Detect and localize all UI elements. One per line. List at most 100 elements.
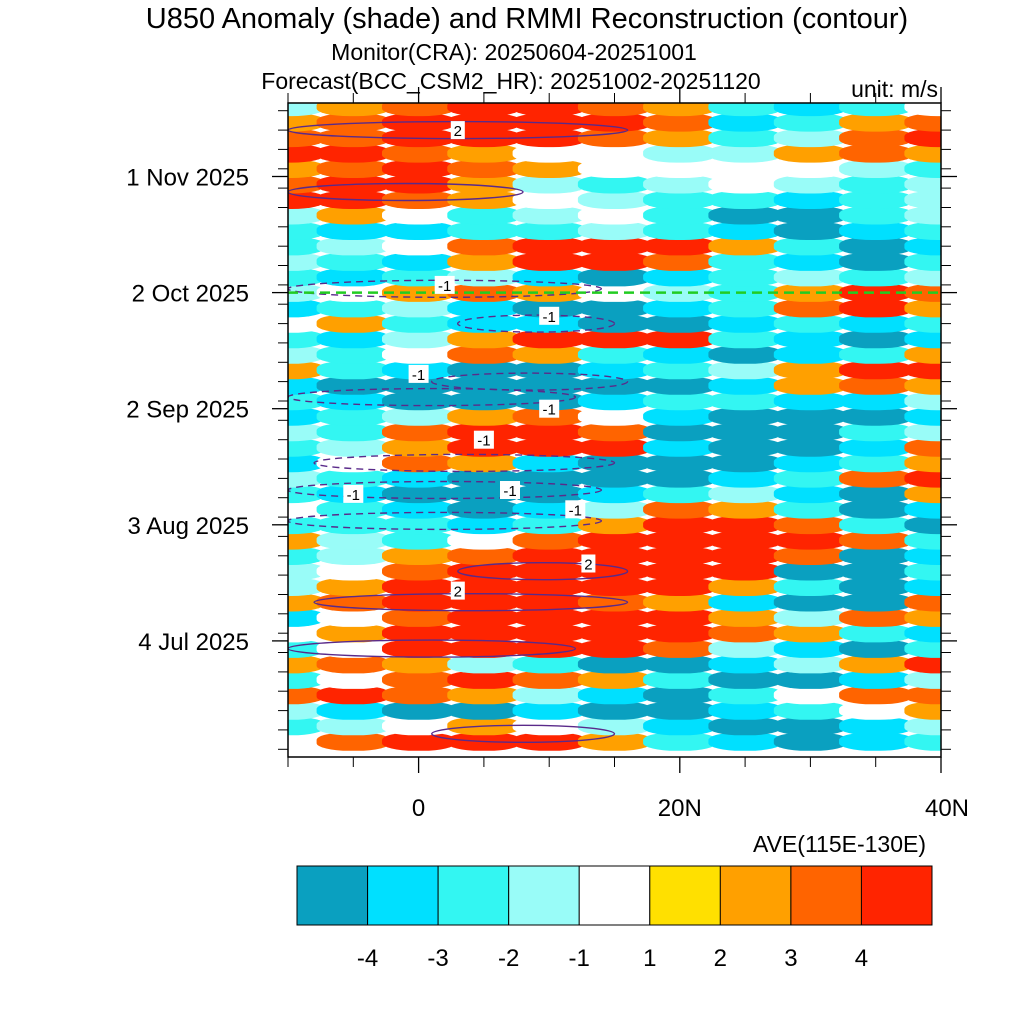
anomaly-cell — [382, 469, 456, 488]
anomaly-cell — [839, 685, 913, 705]
anomaly-cell — [904, 376, 941, 395]
anomaly-cell — [382, 453, 456, 473]
anomaly-cell — [708, 577, 782, 596]
colorbar-swatch — [578, 865, 651, 926]
anomaly-cell — [839, 562, 913, 581]
anomaly-cell — [839, 500, 913, 519]
colorbar-label: 1 — [643, 945, 656, 972]
anomaly-cell — [512, 144, 586, 163]
anomaly-cell — [708, 128, 782, 148]
anomaly-cell — [839, 639, 913, 658]
anomaly-cell — [288, 221, 325, 240]
anomaly-cell — [288, 515, 325, 535]
anomaly-cell — [577, 500, 652, 519]
anomaly-shading — [288, 103, 941, 751]
anomaly-cell — [382, 252, 456, 271]
anomaly-cell — [708, 716, 782, 736]
anomaly-cell — [773, 654, 848, 674]
anomaly-cell — [643, 391, 717, 411]
anomaly-cell — [316, 531, 390, 550]
y-axis: 4 Jul 2025 3 Aug 2025 2 Sep 2025 2 Oct 2025… — [126, 110, 957, 750]
anomaly-cell — [512, 670, 586, 689]
chart-title: U850 Anomaly (shade) and RMMI Reconstruc… — [146, 3, 908, 35]
svg-text:-1: -1 — [477, 433, 490, 450]
rmmi-contour — [288, 480, 603, 500]
anomaly-cell — [839, 144, 913, 163]
anomaly-cell — [643, 298, 717, 318]
anomaly-cell — [839, 701, 913, 720]
y-tick-label: 4 Jul 2025 — [138, 629, 249, 656]
anomaly-cell — [447, 453, 521, 473]
anomaly-cell — [904, 236, 941, 256]
anomaly-cell — [512, 236, 586, 256]
anomaly-cell — [512, 608, 586, 627]
anomaly-cell — [643, 732, 717, 751]
anomaly-cell — [316, 422, 390, 442]
anomaly-cell — [382, 515, 456, 535]
anomaly-cell — [773, 252, 848, 271]
anomaly-cell — [288, 716, 325, 736]
anomaly-cell — [577, 144, 652, 163]
anomaly-cell — [773, 221, 848, 240]
anomaly-cell — [512, 701, 586, 720]
anomaly-cell — [382, 376, 456, 395]
anomaly-cell — [447, 623, 521, 643]
anomaly-cell — [447, 407, 521, 426]
anomaly-cell — [316, 103, 390, 117]
anomaly-cell — [512, 360, 586, 380]
y-tick-label: 2 Oct 2025 — [132, 281, 249, 308]
anomaly-cell — [839, 236, 913, 256]
anomaly-cell — [316, 298, 390, 318]
anomaly-cell — [643, 206, 717, 225]
anomaly-cell — [708, 407, 782, 426]
colorbar-label: 4 — [855, 945, 868, 972]
anomaly-cell — [643, 314, 717, 333]
anomaly-cell — [708, 670, 782, 689]
anomaly-cell — [839, 546, 913, 565]
anomaly-cell — [447, 670, 521, 689]
anomaly-cell — [382, 103, 456, 117]
anomaly-cell — [288, 701, 325, 720]
anomaly-cell — [708, 360, 782, 380]
contour-label: -1 — [473, 430, 494, 450]
anomaly-cell — [512, 577, 586, 596]
anomaly-cell — [773, 701, 848, 720]
anomaly-cell — [839, 252, 913, 271]
anomaly-cell — [773, 391, 848, 411]
anomaly-cell — [904, 252, 941, 271]
anomaly-cell — [643, 252, 717, 271]
anomaly-cell — [316, 128, 390, 148]
anomaly-cell — [839, 438, 913, 457]
anomaly-cell — [708, 422, 782, 442]
anomaly-cell — [708, 546, 782, 565]
anomaly-cell — [773, 236, 848, 256]
anomaly-cell — [839, 175, 913, 194]
anomaly-cell — [643, 716, 717, 736]
anomaly-cell — [577, 298, 652, 318]
anomaly-cell — [773, 190, 848, 209]
anomaly-cell — [512, 685, 586, 705]
anomaly-cell — [288, 732, 325, 751]
anomaly-cell — [904, 314, 941, 333]
anomaly-cell — [773, 685, 848, 705]
anomaly-cell — [904, 546, 941, 565]
anomaly-cell — [643, 113, 717, 132]
anomaly-cell — [316, 515, 390, 535]
anomaly-cell — [316, 360, 390, 380]
anomaly-cell — [773, 298, 848, 318]
anomaly-cell — [708, 113, 782, 132]
anomaly-cell — [512, 593, 586, 612]
anomaly-cell — [316, 221, 390, 240]
anomaly-cell — [708, 236, 782, 256]
anomaly-cell — [773, 608, 848, 627]
anomaly-cell — [839, 515, 913, 535]
anomaly-cell — [288, 531, 325, 550]
contour-label: -1 — [500, 481, 520, 500]
anomaly-cell — [288, 562, 325, 581]
anomaly-cell — [904, 159, 941, 178]
anomaly-cell — [643, 639, 717, 658]
anomaly-cell — [447, 190, 521, 209]
anomaly-cell — [512, 345, 586, 364]
anomaly-cell — [904, 453, 941, 473]
anomaly-cell — [447, 314, 521, 333]
